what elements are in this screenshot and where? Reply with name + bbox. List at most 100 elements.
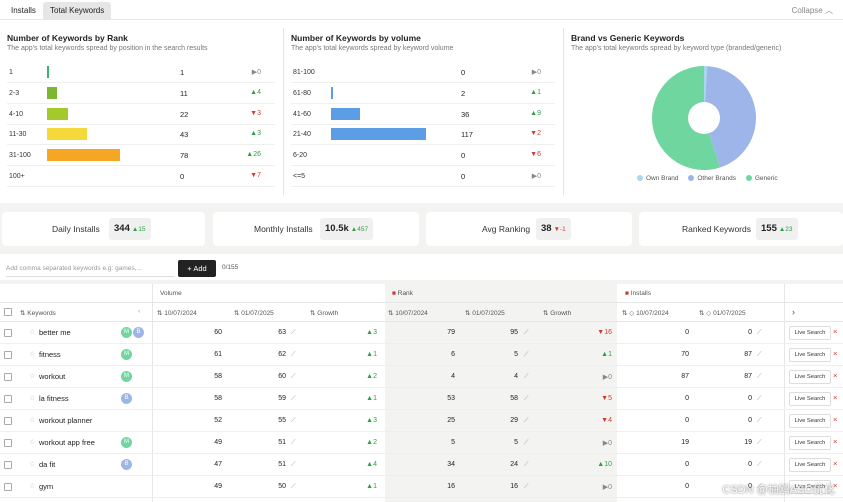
trend-chart-icon[interactable]: ⟋ (524, 351, 529, 358)
stat-label: Avg Ranking (482, 224, 531, 234)
col-installs-date1[interactable]: ⇅ ◇ 10/07/2024 (622, 310, 669, 317)
row-checkbox[interactable] (4, 329, 12, 337)
trend-chart-icon[interactable]: ⟋ (524, 395, 529, 402)
volume-delta: ▼6 (530, 151, 541, 159)
live-search-button[interactable]: Live Search (789, 480, 831, 494)
volume-growth-value: 3 (373, 417, 377, 424)
trend-chart-icon[interactable]: ⟋ (291, 351, 296, 358)
star-icon[interactable]: ☆ (29, 417, 36, 424)
live-search-button[interactable]: Live Search (789, 436, 831, 450)
rank-value: 43 (180, 130, 189, 140)
volume-row: <=5 0 ▶0 (291, 167, 555, 187)
star-icon[interactable]: ☆ (29, 395, 36, 402)
trend-chart-icon[interactable]: ⟋ (291, 483, 296, 490)
col-volume-date1[interactable]: ⇅ 10/07/2024 (157, 310, 197, 317)
remove-icon[interactable]: × (833, 459, 838, 468)
chevron-right-icon[interactable]: › (792, 307, 795, 317)
trend-chart-icon[interactable]: ⟋ (757, 329, 762, 336)
remove-icon[interactable]: × (833, 371, 838, 380)
trend-chart-icon[interactable]: ⟋ (757, 417, 762, 424)
col-rank-date2[interactable]: ⇅ 01/07/2025 (465, 310, 505, 317)
star-icon[interactable]: ☆ (29, 461, 36, 468)
remove-icon[interactable]: × (833, 327, 838, 336)
installs-icon: ■ (625, 290, 629, 297)
live-search-button[interactable]: Live Search (789, 414, 831, 428)
pie-slice-generic (652, 66, 721, 170)
volume-row: 21-40 117 ▼2 (291, 125, 555, 146)
remove-icon[interactable]: × (833, 349, 838, 358)
col-keywords-label: Keywords (27, 310, 56, 317)
row-checkbox[interactable] (4, 373, 12, 381)
trend-chart-icon[interactable]: ⟋ (757, 395, 762, 402)
rank-value: 11 (180, 88, 188, 98)
trend-chart-icon[interactable]: ⟋ (524, 373, 529, 380)
remove-icon[interactable]: × (833, 437, 838, 446)
tab-total-keywords[interactable]: Total Keywords (43, 2, 112, 20)
trend-chart-icon[interactable]: ⟋ (757, 461, 762, 468)
live-search-button[interactable]: Live Search (789, 458, 831, 472)
trend-chart-icon[interactable]: ⟋ (524, 461, 529, 468)
remove-icon[interactable]: × (833, 415, 838, 424)
volume-label: 61-80 (293, 89, 311, 97)
col-installs-date2[interactable]: ⇅ ◇ 01/07/2025 (699, 310, 746, 317)
stat-delta: ▼-1 (553, 226, 566, 233)
trend-chart-icon[interactable]: ⟋ (524, 417, 529, 424)
stat-value: 155 ▲23 (756, 218, 798, 240)
keyword-input[interactable]: Add comma separated keywords e.g: games,… (6, 261, 174, 277)
volume-delta: ▶0 (531, 173, 541, 180)
rank-growth-value: 4 (608, 417, 612, 424)
star-icon[interactable]: ☆ (29, 351, 36, 358)
star-icon[interactable]: ☆ (29, 483, 36, 490)
row-checkbox[interactable] (4, 395, 12, 403)
volume-growth-value: 2 (373, 439, 377, 446)
volume-panel-subtitle: The app's total keywords spread by keywo… (291, 45, 454, 52)
live-search-button[interactable]: Live Search (789, 348, 831, 362)
trend-chart-icon[interactable]: ⟋ (291, 395, 296, 402)
select-all-checkbox[interactable] (4, 308, 12, 316)
star-icon[interactable]: ☆ (29, 439, 36, 446)
trend-chart-icon[interactable]: ⟋ (291, 373, 296, 380)
col-volume-growth[interactable]: ⇅ Growth (310, 310, 339, 317)
rank-old: 25 (447, 417, 455, 424)
trend-chart-icon[interactable]: ⟋ (524, 329, 529, 336)
trend-chart-icon[interactable]: ⟋ (291, 439, 296, 446)
rank-old: 53 (447, 395, 455, 402)
row-checkbox[interactable] (4, 351, 12, 359)
trend-chart-icon[interactable]: ⟋ (757, 351, 762, 358)
live-search-button[interactable]: Live Search (789, 370, 831, 384)
add-button[interactable]: + Add (178, 260, 216, 277)
rank-delta-value: 0 (257, 69, 261, 76)
keyword-name: la fitness (39, 394, 69, 403)
trend-chart-icon[interactable]: ⟋ (291, 461, 296, 468)
trend-chart-icon[interactable]: ⟋ (757, 439, 762, 446)
col-keywords[interactable]: ⇅ Keywords (20, 310, 56, 317)
row-checkbox[interactable] (4, 417, 12, 425)
brand-panel-subtitle: The app's total keywords spread by keywo… (571, 45, 782, 52)
live-search-button[interactable]: Live Search (789, 326, 831, 340)
rank-growth-value: 1 (608, 351, 612, 358)
trend-chart-icon[interactable]: ⟋ (757, 483, 762, 490)
row-checkbox[interactable] (4, 439, 12, 447)
volume-panel-title: Number of Keywords by volume (291, 33, 421, 43)
trend-chart-icon[interactable]: ⟋ (291, 329, 296, 336)
rank-value: 78 (180, 151, 189, 161)
rank-old: 4 (451, 373, 455, 380)
remove-icon[interactable]: × (833, 393, 838, 402)
remove-icon[interactable]: × (833, 481, 838, 490)
col-rank-date1[interactable]: ⇅ 10/07/2024 (388, 310, 428, 317)
trend-chart-icon[interactable]: ⟋ (524, 483, 529, 490)
collapse-button[interactable]: Collapse ︿ (792, 5, 833, 16)
col-rank-growth[interactable]: ⇅ Growth (543, 310, 572, 317)
col-volume-date2[interactable]: ⇅ 01/07/2025 (234, 310, 274, 317)
trend-chart-icon[interactable]: ⟋ (757, 373, 762, 380)
star-icon[interactable]: ☆ (29, 329, 36, 336)
tab-installs[interactable]: Installs (11, 6, 36, 15)
live-search-button[interactable]: Live Search (789, 392, 831, 406)
installs-old: 19 (681, 439, 689, 446)
row-checkbox[interactable] (4, 461, 12, 469)
trend-chart-icon[interactable]: ⟋ (291, 417, 296, 424)
star-icon[interactable]: ☆ (29, 373, 36, 380)
trend-chart-icon[interactable]: ⟋ (524, 439, 529, 446)
row-checkbox[interactable] (4, 483, 12, 491)
chevron-left-icon[interactable]: ‹ (138, 308, 141, 315)
